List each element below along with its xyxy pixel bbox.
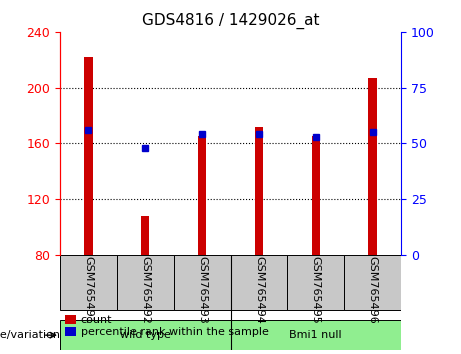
Text: GSM765492: GSM765492 — [140, 256, 150, 324]
Text: count: count — [81, 315, 112, 325]
Bar — [117, 255, 174, 310]
Bar — [84, 57, 93, 255]
Bar — [60, 255, 117, 310]
Text: percentile rank within the sample: percentile rank within the sample — [81, 327, 269, 337]
Text: GSM765495: GSM765495 — [311, 256, 321, 324]
Bar — [344, 255, 401, 310]
Bar — [60, 320, 230, 350]
Bar — [198, 136, 207, 255]
Text: genotype/variation: genotype/variation — [0, 330, 60, 340]
Title: GDS4816 / 1429026_at: GDS4816 / 1429026_at — [142, 13, 319, 29]
Text: GSM765493: GSM765493 — [197, 256, 207, 324]
Text: GSM765494: GSM765494 — [254, 256, 264, 324]
Text: Bmi1 null: Bmi1 null — [290, 330, 342, 340]
Bar — [141, 216, 149, 255]
Bar — [230, 320, 401, 350]
Bar — [312, 136, 320, 255]
Bar — [230, 255, 287, 310]
Bar — [254, 127, 263, 255]
Bar — [174, 255, 230, 310]
Bar — [287, 255, 344, 310]
Text: GSM765491: GSM765491 — [83, 256, 94, 324]
Text: wild type: wild type — [120, 330, 171, 340]
Text: GSM765496: GSM765496 — [367, 256, 378, 324]
Bar — [368, 78, 377, 255]
